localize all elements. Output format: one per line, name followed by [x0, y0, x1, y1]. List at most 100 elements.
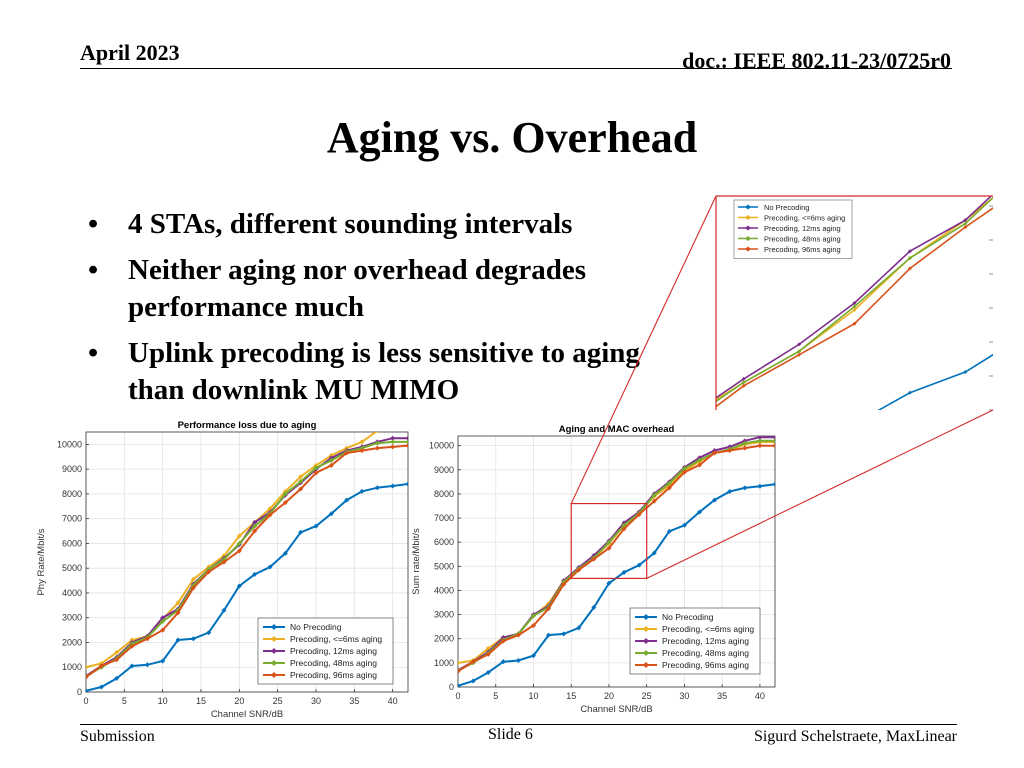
zoom-legend-box — [733, 199, 853, 259]
data-point — [485, 645, 491, 651]
bullet-marker: • — [88, 208, 99, 240]
y-tick-label: 10000 — [429, 441, 454, 451]
bullet-text: 4 STAs, different sounding intervals — [128, 208, 573, 240]
y-tick-label: 8000 — [434, 489, 454, 499]
data-point — [485, 651, 491, 657]
data-point — [606, 580, 612, 586]
series-line — [86, 440, 408, 678]
data-point — [376, 432, 379, 434]
data-point — [190, 636, 196, 642]
data-point — [298, 474, 304, 480]
data-point — [114, 649, 120, 655]
footer-slide-number: Slide 6 — [488, 726, 533, 743]
y-tick-label: 7000 — [434, 513, 454, 523]
legend-entry: Precoding, 48ms aging — [662, 648, 749, 658]
data-point — [282, 491, 288, 497]
legend-entry: Precoding, 12ms aging — [290, 646, 377, 656]
data-point — [515, 657, 521, 663]
zoom-data-point — [853, 422, 857, 426]
zoom-data-point — [907, 266, 912, 271]
zoom-data-point — [907, 390, 912, 395]
x-axis-label: Channel SNR/dB — [580, 704, 652, 715]
data-point — [129, 643, 135, 649]
zoom-legend-entry: No Precoding — [764, 203, 809, 212]
y-tick-label: 2000 — [62, 637, 82, 647]
data-point — [405, 443, 408, 449]
x-tick-label: 15 — [196, 696, 206, 706]
zoom-legend-marker — [745, 204, 751, 210]
zoom-legend-marker — [745, 225, 751, 231]
legend-entry: Precoding, 96ms aging — [290, 670, 377, 680]
y-tick-label: 0 — [77, 687, 82, 697]
data-point — [267, 564, 273, 570]
data-point — [160, 658, 166, 664]
y-tick-label: 6000 — [62, 538, 82, 548]
data-point — [175, 600, 181, 606]
x-tick-label: 40 — [388, 696, 398, 706]
y-tick-label: 6000 — [434, 537, 454, 547]
x-tick-label: 35 — [349, 696, 359, 706]
data-point — [282, 500, 288, 506]
data-point — [407, 432, 408, 433]
chart-performance-loss: 0 5 10 15 20 25 30 35 40 0 1000 2000 3000 4000 5000 600… — [36, 420, 409, 720]
x-tick-label: 25 — [642, 691, 652, 701]
data-point — [390, 483, 396, 489]
chart-title: Performance loss due to aging — [178, 420, 317, 431]
data-point — [86, 674, 89, 680]
data-point — [221, 559, 227, 565]
data-point — [458, 668, 461, 674]
data-point — [390, 435, 396, 441]
zoom-legend-marker — [745, 246, 751, 252]
y-tick-label: 10000 — [57, 439, 82, 449]
zoom-data-point — [1019, 173, 1023, 177]
data-point — [328, 457, 334, 463]
legend-marker — [643, 638, 649, 644]
data-point — [405, 481, 408, 487]
y-tick-label: 2000 — [434, 634, 454, 644]
zoom-data-point — [852, 301, 857, 305]
x-tick-label: 20 — [604, 691, 614, 701]
y-tick-label: 0 — [449, 682, 454, 692]
data-point — [313, 465, 319, 471]
chart-title: Aging and MAC overhead — [559, 424, 675, 435]
zoom-legend-entry: Precoding, 48ms aging — [764, 235, 841, 244]
zoom-data-point — [963, 218, 968, 223]
zoom-legend-entry: Precoding, 12ms aging — [764, 224, 841, 233]
slide-title: Aging vs. Overhead — [326, 113, 698, 162]
data-point — [392, 432, 393, 433]
data-point — [344, 450, 350, 456]
legend-marker — [643, 626, 649, 632]
data-point — [470, 659, 476, 665]
y-tick-label: 9000 — [434, 465, 454, 475]
bullet-marker: • — [88, 337, 99, 369]
legend-marker — [271, 624, 277, 630]
data-point — [206, 630, 212, 636]
x-tick-label: 5 — [122, 696, 127, 706]
data-point — [86, 688, 89, 692]
series-line — [86, 444, 408, 678]
data-point — [236, 540, 242, 546]
zoom-data-point — [797, 349, 802, 354]
data-point — [576, 625, 582, 631]
x-tick-label: 30 — [679, 691, 689, 701]
data-point — [546, 606, 552, 612]
zoom-legend-entry: Precoding, 96ms aging — [764, 245, 841, 254]
legend-marker — [271, 660, 277, 666]
data-point — [485, 670, 491, 676]
y-tick-label: 3000 — [62, 613, 82, 623]
bullet-item: • Uplink precoding is less sensitive to a… — [88, 335, 688, 409]
legend-entry: No Precoding — [290, 622, 342, 632]
y-tick-label: 7000 — [62, 514, 82, 524]
data-point — [114, 657, 120, 663]
data-point — [160, 627, 166, 633]
data-point — [98, 684, 104, 690]
legend-marker — [643, 662, 649, 668]
data-point — [374, 485, 380, 491]
zoom-data-point — [797, 491, 801, 495]
data-point — [405, 439, 408, 445]
x-tick-label: 15 — [566, 691, 576, 701]
data-point — [359, 488, 365, 494]
x-tick-label: 35 — [717, 691, 727, 701]
data-point — [359, 448, 365, 454]
zoom-data-point — [741, 380, 746, 385]
